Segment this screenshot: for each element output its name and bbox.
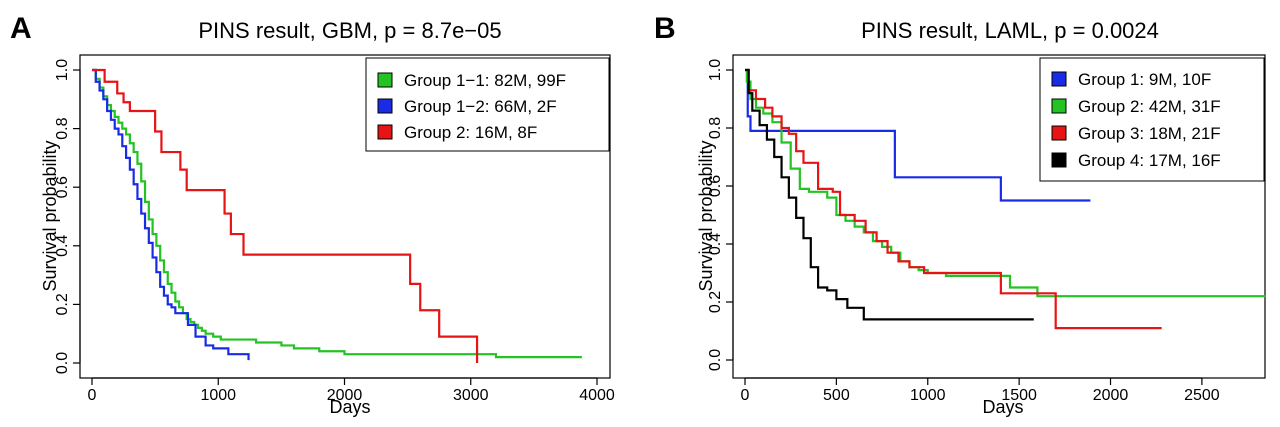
y-tick-label: 0.6 (54, 176, 71, 198)
x-axis-label: Days (982, 397, 1023, 417)
legend-swatch (1051, 98, 1067, 114)
panel-letter: A (10, 12, 32, 45)
x-tick-label: 4000 (579, 387, 615, 404)
series-line-2 (92, 68, 250, 361)
panel-b: B PINS result, LAML, p = 0.0024 Days Sur… (654, 12, 1266, 417)
legend-swatch (1051, 152, 1067, 168)
y-axis-label: Survival probability (696, 140, 716, 291)
legend: Group 1: 9M, 10F Group 2: 42M, 31F Group 3… (1039, 57, 1265, 182)
y-tick-label: 0.8 (54, 117, 71, 139)
y-tick-label: 1.0 (707, 59, 724, 81)
series-layer (92, 68, 582, 363)
legend-swatch (377, 98, 393, 114)
chart-title: PINS result, GBM, p = 8.7e−05 (198, 18, 501, 43)
y-tick-label: 0.8 (707, 117, 724, 139)
legend-label: Group 4: 17M, 16F (1078, 151, 1221, 170)
legend-label: Group 3: 18M, 21F (1078, 124, 1221, 143)
y-tick-label: 1.0 (54, 59, 71, 81)
x-tick-label: 2500 (1184, 387, 1220, 404)
series-layer (745, 68, 1266, 330)
legend-label: Group 1−2: 66M, 2F (404, 97, 557, 116)
y-axis-label: Survival probability (40, 140, 60, 291)
legend-label: Group 1−1: 82M, 99F (404, 71, 566, 90)
legend-label: Group 1: 9M, 10F (1078, 70, 1211, 89)
series-line-2 (745, 68, 1266, 298)
y-tick-label: 0.6 (707, 175, 724, 197)
legend-label: Group 2: 42M, 31F (1078, 97, 1221, 116)
y-tick-label: 0.2 (54, 293, 71, 315)
series-line-1 (745, 68, 1091, 202)
axis-ticks: 0 500 1000 1500 2000 2500 0.0 0.2 0.4 0.6 0.8 1.0 (707, 59, 1220, 404)
y-tick-label: 0.4 (54, 235, 71, 257)
y-tick-label: 0.0 (54, 352, 71, 374)
axis-ticks: 0 1000 2000 3000 4000 0.0 0.2 0.4 0.6 0.8 1.0 (54, 59, 615, 404)
x-tick-label: 0 (741, 387, 750, 404)
x-tick-label: 1000 (200, 387, 236, 404)
x-tick-label: 2000 (327, 387, 363, 404)
x-tick-label: 3000 (453, 387, 489, 404)
series-line-4 (745, 68, 1034, 321)
legend-swatch (377, 72, 393, 88)
y-tick-label: 0.4 (707, 233, 724, 255)
x-axis-label: Days (329, 397, 370, 417)
x-tick-label: 500 (823, 387, 850, 404)
legend: Group 1−1: 82M, 99F Group 1−2: 66M, 2F Gro… (365, 57, 610, 152)
y-tick-label: 0.2 (707, 291, 724, 313)
legend-box (1039, 57, 1265, 182)
legend-swatch (377, 124, 393, 140)
legend-swatch (1051, 125, 1067, 141)
panel-a: A PINS result, GBM, p = 8.7e−05 Days Sur… (10, 12, 615, 417)
legend-label: Group 2: 16M, 8F (404, 123, 537, 142)
x-tick-label: 2000 (1093, 387, 1129, 404)
x-tick-label: 0 (88, 387, 97, 404)
chart-title: PINS result, LAML, p = 0.0024 (861, 18, 1159, 43)
x-tick-label: 1500 (1001, 387, 1037, 404)
panel-letter: B (654, 12, 676, 45)
legend-box (365, 57, 610, 152)
series-line-3 (745, 68, 1162, 330)
y-tick-label: 0.0 (707, 349, 724, 371)
series-line-1 (92, 68, 582, 359)
x-tick-label: 1000 (910, 387, 946, 404)
series-line-3 (92, 68, 479, 363)
legend-swatch (1051, 71, 1067, 87)
